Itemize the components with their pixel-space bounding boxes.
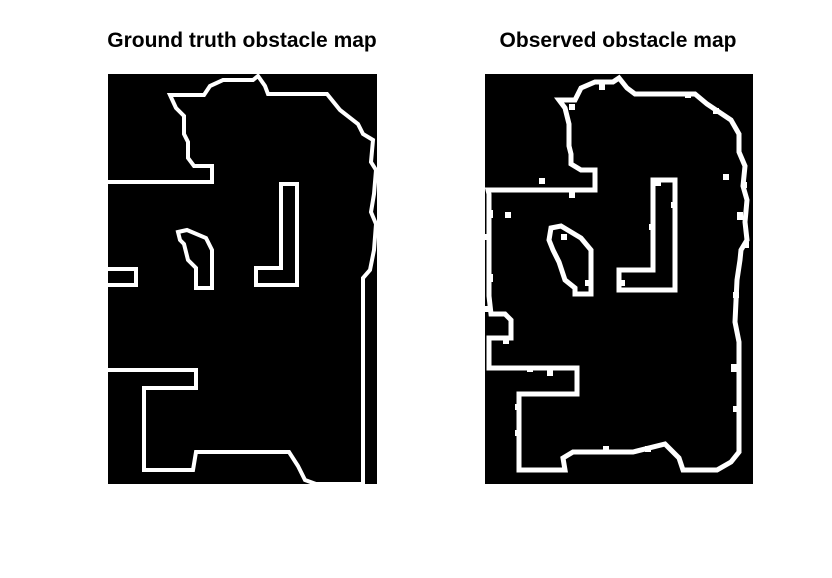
ground-truth-obstacle-map — [108, 74, 377, 484]
ground-truth-map-title: Ground truth obstacle map — [107, 29, 377, 52]
ground-truth-l-obstacle — [254, 182, 299, 287]
observed-outer-wall — [485, 74, 750, 473]
observed-noise-specks — [485, 84, 749, 452]
ground-truth-map-background — [108, 74, 377, 484]
observed-l-obstacle — [616, 177, 678, 293]
ground-truth-left-stub — [108, 267, 138, 287]
observed-map-title: Observed obstacle map — [499, 29, 737, 52]
observed-pillar-obstacle — [546, 223, 594, 297]
observed-obstacle-map — [485, 74, 753, 484]
observed-map-canvas — [485, 74, 753, 484]
ground-truth-map-canvas — [108, 74, 377, 484]
ground-truth-pillar-obstacle — [175, 227, 214, 290]
ground-truth-outer-wall — [108, 74, 377, 484]
